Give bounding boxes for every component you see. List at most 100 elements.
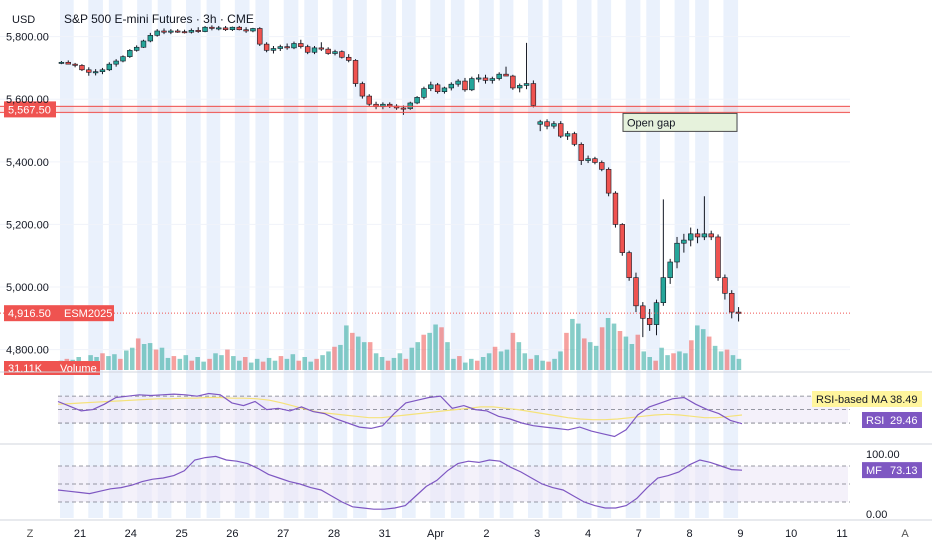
candle xyxy=(646,308,653,331)
candle xyxy=(530,80,537,108)
candle-body-up xyxy=(311,47,318,53)
candle-body-up xyxy=(202,26,208,32)
candle xyxy=(592,156,598,165)
candle-body-down xyxy=(633,277,639,307)
volume-bar xyxy=(421,334,426,370)
candle-body-up xyxy=(688,233,694,241)
volume-bar xyxy=(474,360,480,370)
volume-bar xyxy=(361,342,367,370)
volume-bar xyxy=(641,351,647,370)
candle-body-down xyxy=(195,30,201,32)
price-tick-label: 5,200.00 xyxy=(6,219,49,231)
candle xyxy=(140,39,147,48)
time-tick-label: 11 xyxy=(836,528,847,540)
candle xyxy=(325,47,331,55)
volume-bar xyxy=(165,357,171,370)
price-tick-label: 5,600.00 xyxy=(6,94,49,106)
volume-bars xyxy=(58,318,742,370)
candle xyxy=(612,191,619,228)
candle-body-down xyxy=(482,77,489,81)
candle xyxy=(640,302,646,338)
volume-bar xyxy=(219,355,224,370)
candle-body-up xyxy=(667,261,673,278)
volume-bar xyxy=(278,356,284,370)
volume-bar xyxy=(546,361,551,370)
candle xyxy=(216,25,222,31)
candle xyxy=(147,32,154,43)
candle xyxy=(168,29,174,35)
candle xyxy=(332,49,338,56)
candle-body-down xyxy=(181,31,188,34)
candle xyxy=(65,60,71,65)
candle xyxy=(133,45,140,52)
volume-bar xyxy=(695,325,700,370)
candle xyxy=(564,131,571,140)
candle-body-down xyxy=(619,224,625,253)
candle-body-down xyxy=(222,27,229,31)
candle-body-down xyxy=(400,107,407,110)
volume-bar xyxy=(100,353,105,370)
candle-body-down xyxy=(318,47,325,50)
candle-body-up xyxy=(332,51,338,54)
candle-body-up xyxy=(188,30,195,33)
volume-bar xyxy=(617,331,623,370)
time-tick-label: 7 xyxy=(636,528,642,540)
session-shade xyxy=(255,0,270,518)
volume-bar xyxy=(427,332,432,370)
volume-bar xyxy=(183,355,189,370)
candle xyxy=(243,27,249,33)
candle-body-down xyxy=(79,65,85,71)
candle-body-down xyxy=(571,133,578,145)
level-band xyxy=(0,105,850,114)
open-gap-annotation[interactable] xyxy=(622,112,738,132)
volume-bar xyxy=(314,358,319,370)
candle xyxy=(448,82,454,91)
session-shade xyxy=(353,0,367,518)
candle xyxy=(585,155,591,164)
candle xyxy=(407,101,413,110)
candle-body-down xyxy=(352,60,359,84)
candle xyxy=(304,44,311,55)
candle-body-down xyxy=(708,233,714,238)
candle-body-down xyxy=(257,28,263,45)
candle xyxy=(270,46,277,54)
session-shade xyxy=(430,0,445,518)
candle xyxy=(414,96,420,105)
volume-bar xyxy=(712,345,718,370)
candle-body-down xyxy=(729,293,735,313)
candle-body-down xyxy=(86,69,92,73)
candle-body-down xyxy=(359,83,366,97)
candle-body-up xyxy=(469,78,475,91)
candle xyxy=(455,79,461,87)
candle xyxy=(366,94,372,107)
volume-bar xyxy=(260,361,266,370)
candle-body-up xyxy=(277,46,283,49)
volume-bar xyxy=(338,344,343,370)
rsi-ma-tag xyxy=(812,391,922,407)
timezone-icon[interactable]: Z xyxy=(27,528,34,540)
session-shade xyxy=(450,0,465,518)
mf-line xyxy=(57,455,743,510)
volume-bar xyxy=(355,336,361,370)
candle xyxy=(181,29,188,34)
time-tick-label: Apr xyxy=(427,528,444,540)
session-shade xyxy=(723,0,739,518)
auto-scale-icon[interactable]: A xyxy=(901,528,909,540)
candle-body-up xyxy=(127,50,133,57)
volume-bar xyxy=(290,354,296,370)
volume-bar xyxy=(302,357,308,370)
candle xyxy=(400,105,407,115)
candle-body-up xyxy=(564,133,571,137)
time-tick-label: 2 xyxy=(483,528,489,540)
candle xyxy=(660,199,667,306)
time-tick-label: 27 xyxy=(277,528,289,540)
volume-bar xyxy=(385,360,391,370)
volume-bar xyxy=(623,336,629,370)
candle-body-up xyxy=(428,84,434,89)
candle-body-up xyxy=(414,97,420,104)
volume-bar xyxy=(451,358,456,370)
candle-body-down xyxy=(284,46,290,49)
session-shade xyxy=(332,0,348,518)
